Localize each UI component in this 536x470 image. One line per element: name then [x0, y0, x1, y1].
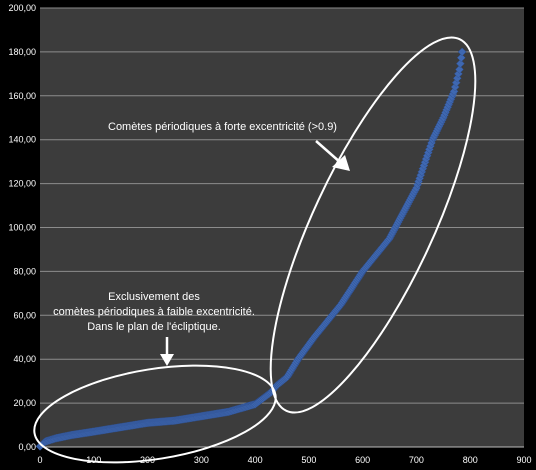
y-tick-label: 180,00: [8, 47, 36, 57]
data-point: [457, 47, 467, 57]
data-points: [35, 47, 467, 451]
y-tick-label: 0,00: [18, 442, 36, 452]
x-tick-label: 0: [37, 455, 42, 465]
low-eccentricity-label-line-2: comètes périodiques à faible excentricit…: [53, 306, 255, 318]
data-point: [455, 65, 464, 74]
data-point: [456, 59, 465, 68]
high-eccentricity-arrow: [315, 140, 342, 164]
y-tick-label: 20,00: [13, 398, 36, 408]
high-eccentricity-label: Comètes périodiques à forte excentricité…: [108, 121, 337, 133]
x-tick-label: 100: [86, 455, 101, 465]
x-tick-label: 700: [409, 455, 424, 465]
low-eccentricity-label-line-1: Exclusivement des: [108, 291, 200, 303]
annotations: Comètes périodiques à forte excentricité…: [33, 36, 477, 464]
data-point: [456, 53, 466, 63]
low-eccentricity-arrowhead: [160, 354, 174, 366]
x-tick-label: 800: [463, 455, 478, 465]
axes: 0,00 20,00 40,00 60,00 80,00 100,00 120,00 140,…: [8, 3, 531, 465]
x-tick-label: 900: [516, 455, 531, 465]
x-tick-label: 300: [194, 455, 209, 465]
high-eccentricity-ellipse: [269, 36, 477, 414]
y-tick-label: 160,00: [8, 91, 36, 101]
grid-lines: [40, 7, 524, 404]
low-eccentricity-ellipse: [33, 364, 277, 464]
y-tick-label: 60,00: [13, 310, 36, 320]
x-tick-label: 500: [301, 455, 316, 465]
y-tick-label: 200,00: [8, 3, 36, 13]
y-tick-label: 120,00: [8, 179, 36, 189]
high-eccentricity-arrowhead: [332, 155, 350, 171]
y-tick-label: 40,00: [13, 354, 36, 364]
x-tick-label: 600: [355, 455, 370, 465]
y-tick-label: 100,00: [8, 223, 36, 233]
x-tick-label: 400: [248, 455, 263, 465]
low-eccentricity-label-line-3: Dans le plan de l'écliptique.: [87, 321, 221, 333]
y-tick-label: 80,00: [13, 266, 36, 276]
y-tick-label: 140,00: [8, 135, 36, 145]
